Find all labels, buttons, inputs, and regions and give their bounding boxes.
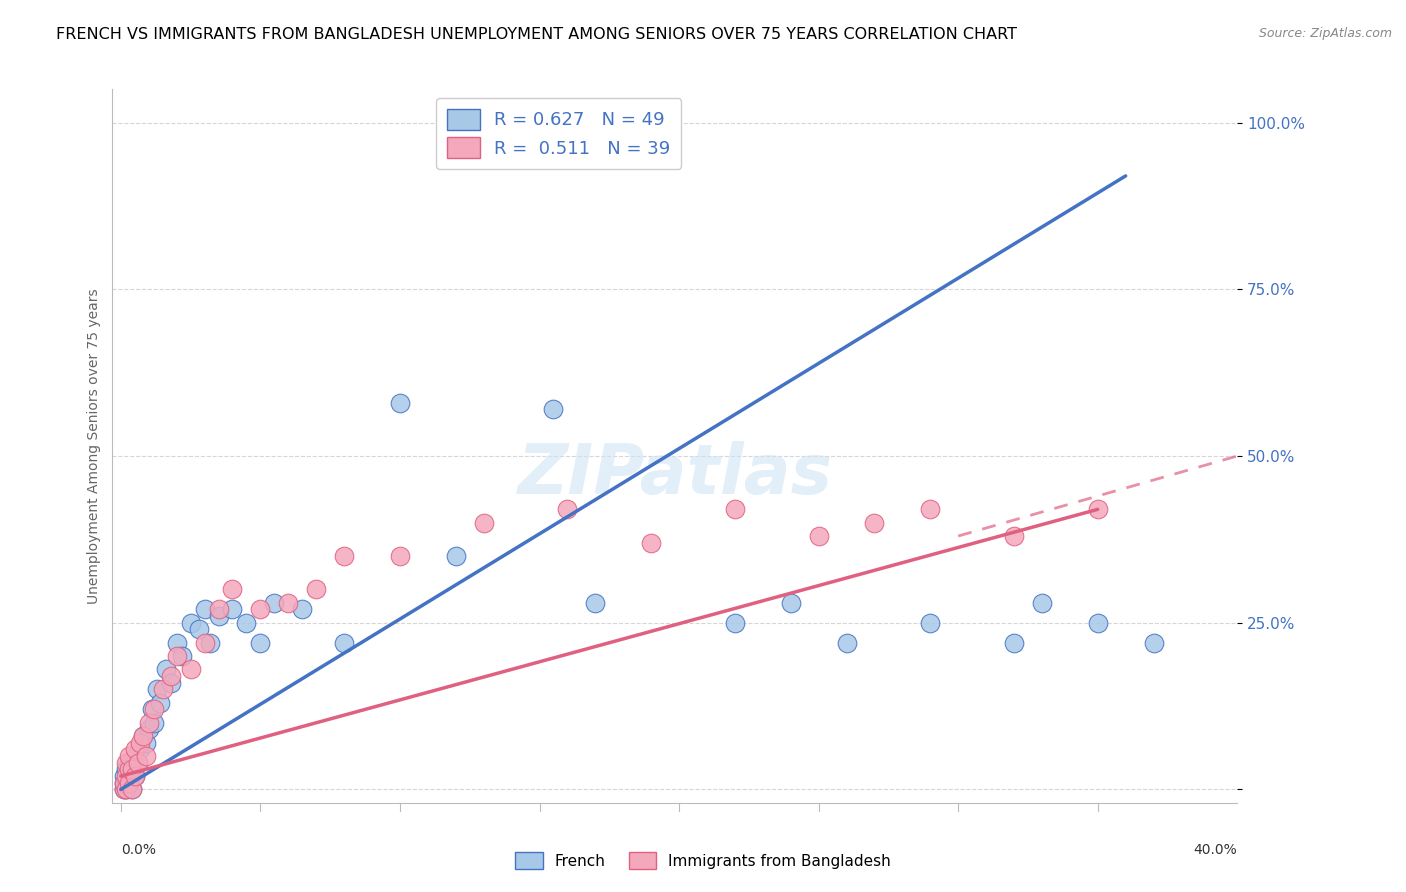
Point	[172, 649, 194, 664]
Point	[188, 623, 211, 637]
Point	[129, 742, 152, 756]
Point	[121, 763, 143, 777]
Point	[221, 602, 243, 616]
Point	[388, 549, 411, 563]
Point	[583, 596, 606, 610]
Text: 40.0%: 40.0%	[1194, 843, 1237, 857]
Point	[118, 749, 141, 764]
Point	[863, 516, 886, 530]
Point	[640, 535, 662, 549]
Point	[166, 636, 188, 650]
Y-axis label: Unemployment Among Seniors over 75 years: Unemployment Among Seniors over 75 years	[87, 288, 101, 604]
Point	[146, 682, 169, 697]
Point	[180, 662, 202, 676]
Point	[118, 763, 141, 777]
Point	[333, 636, 356, 650]
Legend: French, Immigrants from Bangladesh: French, Immigrants from Bangladesh	[509, 846, 897, 875]
Legend: R = 0.627   N = 49, R =  0.511   N = 39: R = 0.627 N = 49, R = 0.511 N = 39	[436, 98, 682, 169]
Point	[124, 769, 146, 783]
Text: Source: ZipAtlas.com: Source: ZipAtlas.com	[1258, 27, 1392, 40]
Point	[124, 749, 146, 764]
Point	[194, 602, 217, 616]
Point	[180, 615, 202, 630]
Point	[388, 395, 411, 409]
Point	[333, 549, 356, 563]
Point	[121, 782, 143, 797]
Point	[118, 769, 141, 783]
Point	[121, 782, 143, 797]
Point	[263, 596, 285, 610]
Point	[557, 502, 579, 516]
Point	[1087, 502, 1109, 516]
Point	[160, 669, 183, 683]
Point	[920, 615, 942, 630]
Point	[112, 776, 135, 790]
Point	[127, 756, 149, 770]
Point	[160, 675, 183, 690]
Point	[221, 582, 243, 597]
Point	[207, 602, 229, 616]
Point	[115, 782, 138, 797]
Point	[118, 776, 141, 790]
Point	[779, 596, 801, 610]
Point	[112, 769, 135, 783]
Point	[1002, 529, 1025, 543]
Point	[112, 776, 135, 790]
Point	[1142, 636, 1164, 650]
Point	[115, 763, 138, 777]
Point	[124, 769, 146, 783]
Point	[155, 662, 177, 676]
Point	[543, 402, 565, 417]
Point	[115, 782, 138, 797]
Point	[141, 702, 163, 716]
Point	[724, 502, 747, 516]
Point	[207, 609, 229, 624]
Point	[112, 782, 135, 797]
Point	[124, 742, 146, 756]
Point	[1087, 615, 1109, 630]
Point	[135, 749, 157, 764]
Point	[724, 615, 747, 630]
Point	[127, 756, 149, 770]
Point	[194, 636, 217, 650]
Point	[472, 516, 495, 530]
Text: 0.0%: 0.0%	[121, 843, 156, 857]
Point	[920, 502, 942, 516]
Point	[138, 715, 160, 730]
Point	[1031, 596, 1053, 610]
Point	[1002, 636, 1025, 650]
Point	[249, 602, 271, 616]
Point	[132, 729, 155, 743]
Point	[305, 582, 328, 597]
Point	[807, 529, 830, 543]
Point	[129, 736, 152, 750]
Point	[118, 756, 141, 770]
Point	[115, 776, 138, 790]
Point	[198, 636, 221, 650]
Point	[835, 636, 858, 650]
Point	[118, 776, 141, 790]
Point	[277, 596, 299, 610]
Point	[249, 636, 271, 650]
Point	[149, 696, 172, 710]
Point	[143, 715, 166, 730]
Point	[121, 763, 143, 777]
Text: ZIPatlas: ZIPatlas	[517, 441, 832, 508]
Point	[138, 723, 160, 737]
Point	[152, 682, 174, 697]
Point	[135, 736, 157, 750]
Point	[143, 702, 166, 716]
Point	[166, 649, 188, 664]
Text: FRENCH VS IMMIGRANTS FROM BANGLADESH UNEMPLOYMENT AMONG SENIORS OVER 75 YEARS CO: FRENCH VS IMMIGRANTS FROM BANGLADESH UNE…	[56, 27, 1017, 42]
Point	[291, 602, 314, 616]
Point	[444, 549, 467, 563]
Point	[112, 782, 135, 797]
Point	[235, 615, 257, 630]
Point	[115, 756, 138, 770]
Point	[132, 729, 155, 743]
Point	[115, 769, 138, 783]
